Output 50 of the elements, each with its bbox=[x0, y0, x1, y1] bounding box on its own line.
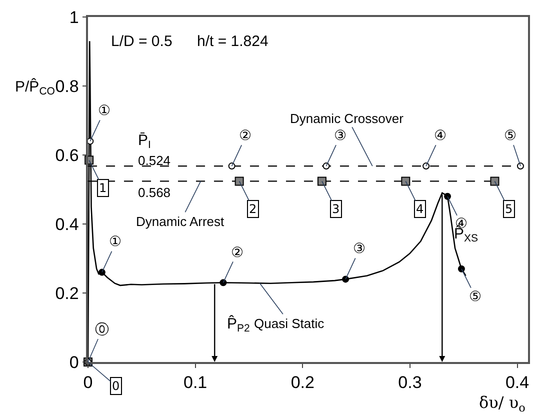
x-tick-label: 0 bbox=[83, 373, 93, 392]
annotation: 1 bbox=[99, 181, 107, 195]
text: Dynamic Crossover bbox=[290, 111, 404, 126]
text: Quasi Static bbox=[254, 316, 325, 331]
annotation: ① bbox=[109, 234, 122, 250]
annotation: ⓪ bbox=[95, 322, 109, 338]
point bbox=[220, 279, 227, 286]
annotation: ③ bbox=[353, 241, 366, 257]
point bbox=[458, 265, 465, 272]
annotation: P̂$_{P2}$ bbox=[227, 315, 250, 335]
point bbox=[422, 162, 430, 170]
y-tick-label: 1 bbox=[69, 8, 79, 27]
y-axis-title: P/P̂$_{CO}$ bbox=[15, 78, 55, 98]
annotation: 3 bbox=[332, 202, 340, 216]
point bbox=[342, 276, 350, 283]
x-tick-label: 0.3 bbox=[398, 373, 422, 392]
point bbox=[516, 162, 524, 170]
point bbox=[98, 268, 106, 276]
annotation: 2 bbox=[249, 202, 257, 216]
annotation: ② bbox=[231, 245, 244, 261]
y-tick-label: 0.8 bbox=[55, 76, 79, 96]
point bbox=[490, 176, 500, 186]
point bbox=[401, 176, 410, 186]
point bbox=[228, 162, 236, 170]
y-tick-label: 0 bbox=[69, 352, 79, 372]
annotation: ③ bbox=[334, 128, 347, 144]
x-tick-label: 0.1 bbox=[184, 373, 208, 392]
point bbox=[234, 176, 244, 186]
annotation: ⑤ bbox=[504, 128, 517, 144]
annotation: ④ bbox=[434, 128, 447, 144]
annotation: ② bbox=[239, 128, 252, 144]
annotation: L/D = 0.5 bbox=[111, 33, 172, 50]
annotation: 0.568 bbox=[138, 185, 171, 200]
y-tick-label: 0.4 bbox=[55, 214, 79, 234]
y-tick-label: 0.2 bbox=[55, 284, 79, 303]
annotation: ① bbox=[98, 103, 111, 119]
annotation: 5 bbox=[505, 202, 513, 216]
annotation: P̄$_{I}$ bbox=[138, 132, 151, 152]
y-tick-label: 0.6 bbox=[55, 146, 79, 165]
annotation: 4 bbox=[416, 202, 424, 216]
point bbox=[322, 162, 330, 170]
x-tick-label: 0.2 bbox=[290, 373, 314, 392]
x-tick-label: 0.4 bbox=[505, 373, 530, 392]
annotation: 0.524 bbox=[138, 153, 171, 168]
point bbox=[317, 176, 326, 186]
annotation: h/t = 1.824 bbox=[197, 33, 268, 50]
text: Dynamic Arrest bbox=[136, 214, 225, 229]
x-axis-title: δυ/ υ$_{o}$ bbox=[479, 393, 526, 414]
point bbox=[444, 192, 452, 200]
annotation: ⑤ bbox=[469, 289, 482, 305]
